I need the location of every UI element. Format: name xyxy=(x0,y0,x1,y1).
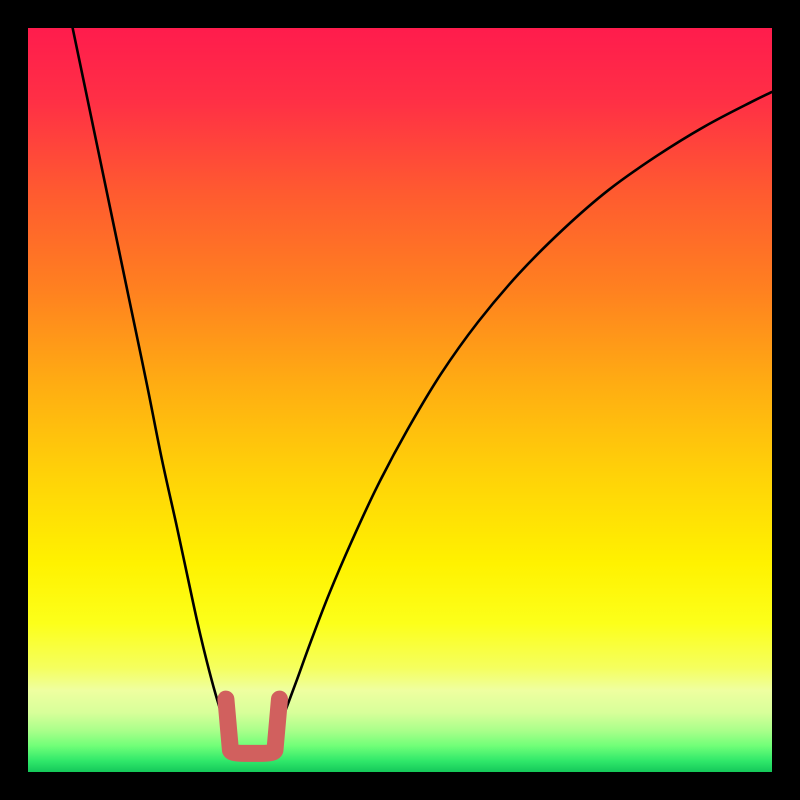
chart-svg xyxy=(0,0,800,800)
chart-root: TheBottleneck.com xyxy=(0,0,800,800)
gradient-background xyxy=(28,28,772,772)
